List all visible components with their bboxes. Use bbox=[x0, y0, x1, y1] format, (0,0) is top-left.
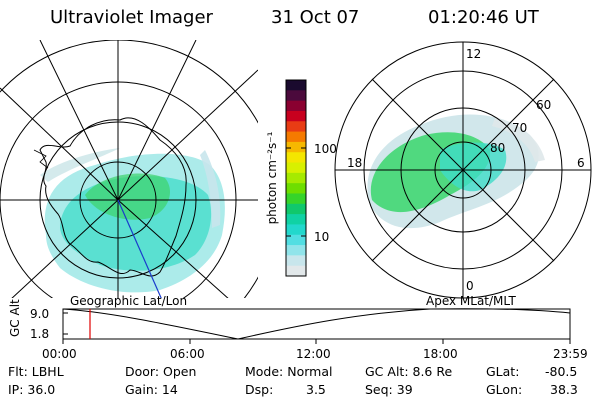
status-gc-alt: GC Alt: 8.6 Re bbox=[365, 364, 453, 379]
status-dsp-value: 3.5 bbox=[306, 382, 326, 397]
altitude-plot bbox=[62, 308, 571, 344]
colorbar-stripe bbox=[286, 203, 306, 215]
colorbar-stripe bbox=[286, 183, 306, 194]
colorbar-stripe bbox=[286, 245, 306, 256]
time-label: 01:20:46 UT bbox=[428, 7, 539, 28]
colorbar-stripe bbox=[286, 90, 306, 102]
status-gain: Gain: 14 bbox=[125, 382, 178, 397]
date-label: 31 Oct 07 bbox=[271, 7, 360, 28]
status-mode: Mode: Normal bbox=[245, 364, 333, 379]
colorbar-stripe bbox=[286, 141, 306, 153]
status-glon-value: 38.3 bbox=[550, 382, 578, 397]
colorbar-unit-label: photon cm⁻²s⁻¹ bbox=[265, 131, 279, 225]
magnetic-polar-plot bbox=[334, 41, 592, 299]
colorbar-stripe bbox=[286, 110, 306, 122]
status-dsp-label: Dsp: bbox=[245, 382, 274, 397]
colorbar-stripe bbox=[286, 265, 306, 277]
alt-xtick-1200: 12:00 bbox=[296, 347, 331, 361]
status-glat-label: GLat: bbox=[486, 364, 520, 379]
colorbar-stripe bbox=[286, 162, 306, 174]
colorbar-stripe bbox=[286, 224, 306, 236]
status-seq: Seq: 39 bbox=[365, 382, 413, 397]
colorbar-stripe bbox=[286, 80, 306, 91]
mlt-label-6: 6 bbox=[577, 156, 585, 170]
colorbar-stripe bbox=[286, 214, 306, 225]
alt-axis-label: GC Alt bbox=[8, 299, 22, 337]
mlt-label-0: 0 bbox=[466, 279, 474, 293]
mlt-label-18: 18 bbox=[347, 156, 363, 170]
mlat-label-70: 70 bbox=[512, 121, 528, 135]
status-glon-label: GLon: bbox=[486, 382, 523, 397]
colorbar-stripe bbox=[286, 193, 306, 205]
alt-xtick-1800: 18:00 bbox=[423, 347, 458, 361]
geographic-caption: Geographic Lat/Lon bbox=[70, 294, 188, 308]
status-ip: IP: 36.0 bbox=[8, 382, 56, 397]
geographic-map bbox=[0, 40, 258, 298]
colorbar-stripe bbox=[286, 234, 306, 246]
mlt-label-12: 12 bbox=[466, 47, 482, 61]
alt-xtick-2359: 23:59 bbox=[553, 347, 588, 361]
status-door: Door: Open bbox=[125, 364, 197, 379]
colorbar-stripe bbox=[286, 255, 306, 267]
colorbar-tick-10: 10 bbox=[314, 230, 330, 244]
instrument-title: Ultraviolet Imager bbox=[50, 7, 213, 28]
mlat-label-60: 60 bbox=[536, 98, 552, 112]
colorbar bbox=[285, 79, 307, 277]
colorbar-stripe bbox=[286, 131, 306, 143]
alt-ytick-bottom: 1.8 bbox=[30, 327, 50, 341]
colorbar-stripe bbox=[286, 152, 306, 164]
colorbar-tick-100: 100 bbox=[314, 142, 337, 156]
colorbar-stripe bbox=[286, 172, 306, 184]
alt-xtick-0000: 00:00 bbox=[42, 347, 77, 361]
alt-xtick-0600: 06:00 bbox=[170, 347, 205, 361]
alt-ytick-top: 9.0 bbox=[30, 307, 50, 321]
mlat-label-80: 80 bbox=[490, 141, 506, 155]
colorbar-stripe bbox=[286, 121, 306, 133]
apex-caption: Apex MLat/MLT bbox=[426, 294, 516, 308]
status-glat-value: -80.5 bbox=[545, 364, 578, 379]
status-flt: Flt: LBHL bbox=[8, 364, 64, 379]
colorbar-stripe bbox=[286, 100, 306, 112]
